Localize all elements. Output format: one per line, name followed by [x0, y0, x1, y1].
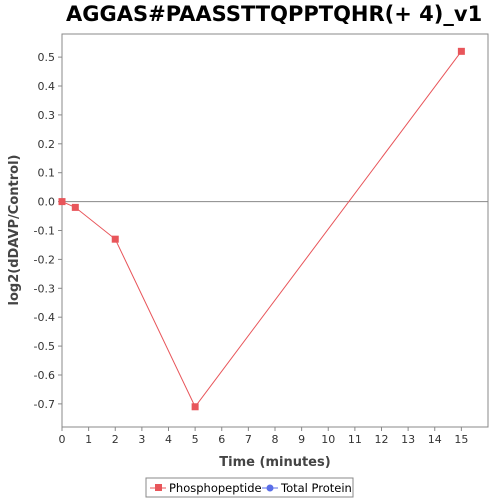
plot-background — [61, 33, 489, 428]
x-tick-label: 0 — [59, 433, 66, 446]
data-point — [457, 47, 465, 55]
x-tick-label: 15 — [454, 433, 468, 446]
x-tick-label: 1 — [85, 433, 92, 446]
y-tick-label: 0.5 — [38, 51, 56, 64]
x-tick-label: 8 — [272, 433, 279, 446]
x-tick-label: 3 — [138, 433, 145, 446]
x-tick-label: 11 — [348, 433, 362, 446]
y-tick-label: 0.1 — [38, 167, 56, 180]
x-tick-label: 14 — [428, 433, 442, 446]
x-tick-label: 9 — [298, 433, 305, 446]
x-tick-label: 2 — [112, 433, 119, 446]
y-tick-label: -0.2 — [34, 253, 55, 266]
y-tick-label: 0.2 — [38, 138, 56, 151]
y-tick-label: 0.4 — [38, 80, 56, 93]
legend-phosphopeptide-label: Phosphopeptide — [169, 481, 262, 495]
y-tick-label: 0.3 — [38, 109, 56, 122]
x-tick-label: 6 — [218, 433, 225, 446]
data-point — [191, 403, 199, 411]
y-tick-label: -0.5 — [34, 340, 55, 353]
x-tick-label: 5 — [192, 433, 199, 446]
y-axis-title: log2(dDAVP/Control) — [7, 155, 22, 306]
x-axis: 0 1 2 3 4 5 6 7 8 9 10 11 12 13 14 15 — [59, 427, 468, 446]
y-tick-label: -0.4 — [34, 311, 55, 324]
legend-total-protein-label: Total Protein — [280, 481, 352, 495]
series-layer — [58, 47, 465, 411]
legend-phosphopeptide-marker — [155, 484, 162, 491]
y-tick-label: -0.7 — [34, 398, 55, 411]
x-tick-label: 13 — [401, 433, 415, 446]
chart-title: AGGAS#PAASSTTQPPTQHR(+ 4)_v1 — [66, 2, 483, 26]
x-tick-label: 7 — [245, 433, 252, 446]
y-tick-label: -0.1 — [34, 225, 55, 238]
x-axis-title: Time (minutes) — [219, 455, 330, 470]
data-point — [71, 203, 79, 211]
data-point — [111, 235, 119, 243]
legend: Phosphopeptide Total Protein — [145, 477, 354, 498]
legend-total-protein-marker — [266, 484, 274, 492]
legend-box — [145, 477, 354, 498]
y-tick-label: -0.6 — [34, 369, 55, 382]
y-axis: 0.5 0.4 0.3 0.2 0.1 0.0 -0.1 -0.2 -0.3 -0.4 -0.5 -0… — [34, 51, 62, 411]
x-tick-label: 10 — [321, 433, 335, 446]
y-tick-label: -0.3 — [34, 282, 55, 295]
x-tick-label: 12 — [375, 433, 389, 446]
data-point — [58, 198, 66, 206]
y-tick-label: 0.0 — [38, 196, 56, 209]
x-tick-label: 4 — [165, 433, 172, 446]
